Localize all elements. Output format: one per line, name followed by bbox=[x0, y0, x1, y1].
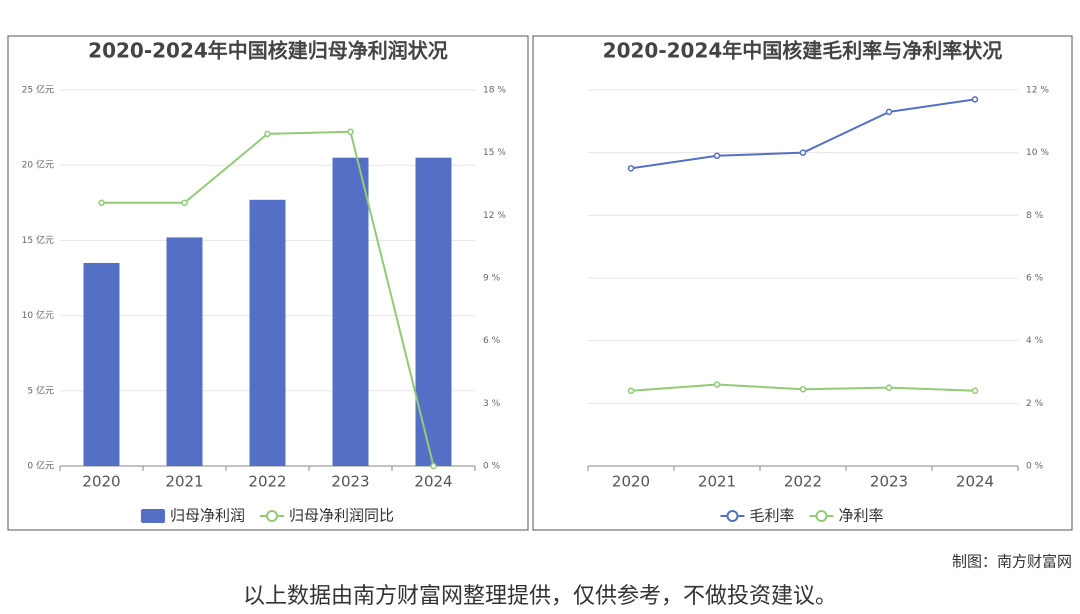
bar bbox=[83, 262, 120, 466]
x-tick-label: 2024 bbox=[414, 473, 452, 491]
legend-marker bbox=[266, 510, 278, 522]
chart-title: 2020-2024年中国核建毛利率与净利率状况 bbox=[603, 39, 1003, 63]
left-panel bbox=[7, 35, 529, 531]
y-tick-label: 25 亿元 bbox=[22, 84, 54, 96]
point bbox=[971, 387, 979, 395]
legend-marker bbox=[815, 510, 828, 522]
bar bbox=[332, 157, 369, 466]
point bbox=[799, 385, 807, 393]
y2-tick-label: 9 % bbox=[483, 274, 501, 284]
x-tick-label: 2020 bbox=[82, 473, 120, 491]
chart-title: 2020-2024年中国核建归母净利润状况 bbox=[88, 39, 448, 63]
point bbox=[264, 130, 271, 138]
y-tick-label: 8 % bbox=[1026, 211, 1044, 221]
y2-tick-label: 0 % bbox=[483, 462, 501, 472]
point bbox=[627, 387, 635, 395]
x-tick-label: 2023 bbox=[870, 473, 908, 491]
point bbox=[181, 199, 188, 207]
y-tick-label: 10 % bbox=[1026, 148, 1049, 158]
bar bbox=[249, 199, 286, 467]
x-tick-label: 2021 bbox=[165, 473, 203, 491]
right-panel bbox=[532, 35, 1073, 531]
y-tick-label: 5 亿元 bbox=[27, 384, 54, 396]
bar bbox=[415, 157, 452, 466]
y-tick-label: 4 % bbox=[1026, 336, 1044, 346]
legend-marker bbox=[726, 510, 739, 522]
y-tick-label: 10 亿元 bbox=[22, 309, 54, 321]
y-tick-label: 12 % bbox=[1026, 86, 1049, 96]
point bbox=[971, 96, 979, 103]
point bbox=[627, 165, 635, 172]
y2-tick-label: 15 % bbox=[483, 148, 506, 158]
disclaimer: 以上数据由南方财富网整理提供，仅供参考，不做投资建议。 bbox=[243, 584, 837, 609]
credit: 制图：南方财富网 bbox=[952, 553, 1072, 571]
x-tick-label: 2020 bbox=[612, 473, 650, 491]
legend-swatch bbox=[140, 509, 165, 523]
y2-tick-label: 3 % bbox=[483, 399, 501, 409]
point bbox=[885, 108, 893, 116]
x-tick-label: 2024 bbox=[956, 473, 994, 491]
point bbox=[713, 152, 721, 160]
point bbox=[799, 149, 807, 156]
legend-label: 净利率 bbox=[839, 507, 884, 525]
point bbox=[885, 384, 893, 391]
x-tick-label: 2021 bbox=[698, 473, 736, 491]
y-tick-label: 0 % bbox=[1026, 462, 1044, 472]
y-tick-label: 2 % bbox=[1026, 399, 1044, 409]
point bbox=[430, 462, 437, 470]
x-tick-label: 2022 bbox=[784, 473, 822, 491]
point bbox=[713, 381, 721, 388]
y-tick-label: 0 亿元 bbox=[27, 460, 54, 472]
y2-tick-label: 18 % bbox=[483, 86, 506, 96]
x-tick-label: 2023 bbox=[331, 473, 369, 491]
y2-tick-label: 12 % bbox=[483, 211, 506, 221]
y-tick-label: 6 % bbox=[1026, 274, 1044, 284]
legend-label: 毛利率 bbox=[749, 507, 794, 525]
x-tick-label: 2022 bbox=[248, 473, 286, 491]
y2-tick-label: 6 % bbox=[483, 336, 501, 346]
y-tick-label: 15 亿元 bbox=[22, 234, 54, 246]
bar bbox=[166, 237, 203, 466]
point bbox=[347, 128, 354, 136]
y-tick-label: 20 亿元 bbox=[22, 159, 54, 171]
line bbox=[630, 98, 976, 170]
legend-label: 归母净利润同比 bbox=[289, 507, 394, 525]
point bbox=[98, 199, 105, 207]
legend-label: 归母净利润 bbox=[170, 507, 245, 525]
